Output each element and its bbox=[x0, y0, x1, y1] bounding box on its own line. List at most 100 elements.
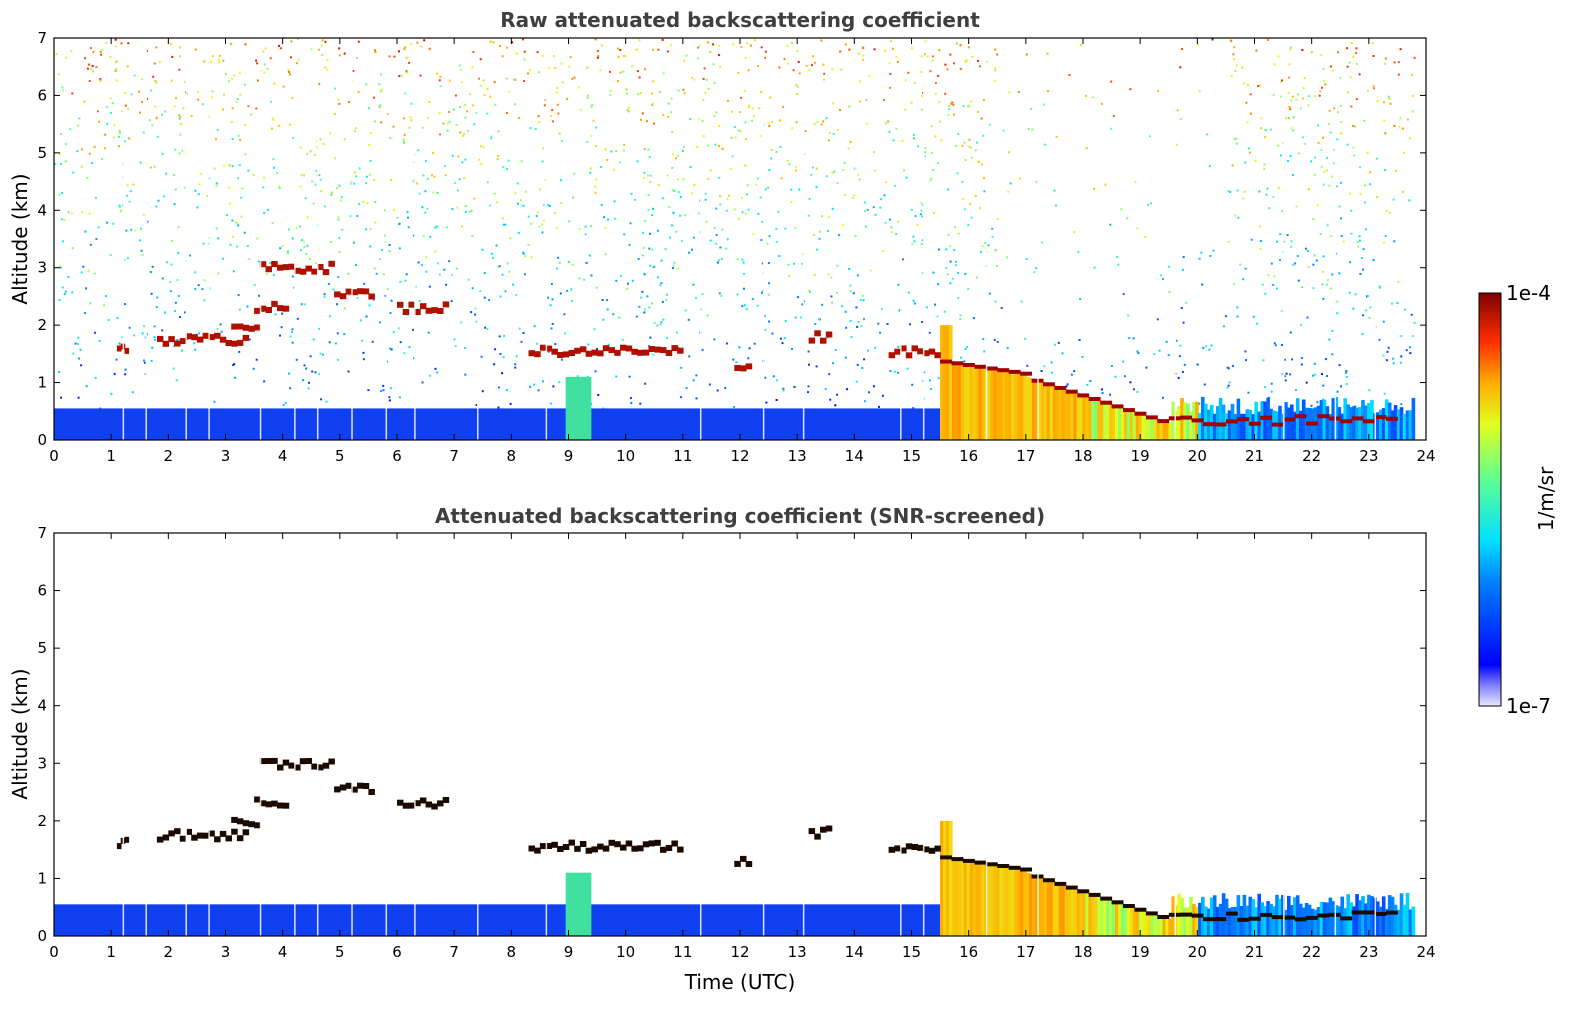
noise-point bbox=[1044, 143, 1047, 146]
noise-point bbox=[308, 381, 310, 384]
noise-point bbox=[424, 159, 427, 162]
x-tick-label: 20 bbox=[1188, 943, 1207, 961]
noise-point bbox=[497, 265, 500, 268]
noise-point bbox=[1129, 381, 1132, 384]
low-cloud-column bbox=[1100, 400, 1104, 440]
low-cloud-column bbox=[1129, 410, 1134, 440]
noise-point bbox=[514, 103, 516, 106]
noise-point bbox=[116, 317, 119, 319]
noise-point bbox=[706, 314, 709, 317]
noise-point bbox=[146, 97, 149, 100]
noise-point bbox=[697, 57, 700, 60]
x-tick-label: 14 bbox=[845, 447, 864, 465]
noise-point bbox=[583, 278, 586, 281]
noise-point bbox=[1346, 65, 1349, 68]
noise-point bbox=[937, 283, 940, 286]
noise-point bbox=[530, 256, 533, 259]
noise-point bbox=[714, 143, 717, 146]
noise-point bbox=[1410, 313, 1413, 316]
cloud-top-segment bbox=[1191, 913, 1204, 918]
cloud-layer-segment bbox=[825, 331, 833, 338]
noise-point bbox=[670, 44, 673, 47]
cloud-layer-segment bbox=[282, 802, 290, 809]
x-tick-label: 3 bbox=[221, 447, 231, 465]
noise-point bbox=[666, 174, 669, 177]
noise-point bbox=[638, 305, 641, 308]
noise-point bbox=[589, 171, 592, 174]
noise-point bbox=[1411, 335, 1414, 338]
cloud-layer-segment bbox=[820, 826, 827, 833]
x-tick-label: 16 bbox=[959, 943, 978, 961]
noise-point bbox=[141, 78, 144, 81]
noise-point bbox=[392, 331, 395, 334]
noise-point bbox=[1132, 337, 1135, 340]
noise-point bbox=[726, 197, 729, 200]
noise-point bbox=[1259, 84, 1262, 87]
noise-point bbox=[643, 171, 646, 174]
cloud-layer-segment bbox=[351, 786, 358, 793]
noise-point bbox=[157, 199, 160, 202]
noise-point bbox=[178, 68, 181, 71]
noise-point bbox=[1364, 201, 1366, 204]
cloud-layer-segment bbox=[265, 801, 272, 808]
noise-point bbox=[980, 117, 983, 120]
noise-point bbox=[770, 157, 773, 160]
noise-point bbox=[1367, 89, 1369, 92]
noise-point bbox=[1352, 56, 1355, 59]
low-cloud-column bbox=[1260, 902, 1264, 936]
cloud-top-segment bbox=[1043, 878, 1055, 883]
low-cloud-column bbox=[993, 863, 998, 936]
noise-point bbox=[493, 192, 496, 195]
noise-point bbox=[419, 74, 422, 77]
noise-point bbox=[596, 348, 599, 350]
noise-point bbox=[736, 258, 739, 261]
noise-point bbox=[892, 47, 895, 50]
cloud-layer-segment bbox=[900, 847, 907, 854]
noise-point bbox=[683, 92, 686, 95]
noise-point bbox=[1233, 58, 1236, 61]
noise-point bbox=[365, 83, 368, 86]
low-cloud-column bbox=[1376, 412, 1380, 440]
cloud-top-segment bbox=[1088, 397, 1101, 401]
noise-point bbox=[1317, 141, 1320, 144]
low-cloud-column bbox=[1174, 411, 1178, 440]
noise-point bbox=[849, 290, 852, 293]
noise-point bbox=[1323, 170, 1326, 173]
noise-point bbox=[823, 72, 826, 75]
noise-point bbox=[1325, 358, 1327, 361]
noise-point bbox=[230, 120, 233, 123]
noise-point bbox=[515, 52, 518, 55]
noise-point bbox=[737, 129, 740, 132]
low-cloud-column bbox=[1020, 371, 1024, 440]
noise-point bbox=[836, 129, 839, 132]
low-cloud-column bbox=[1361, 896, 1365, 936]
noise-point bbox=[836, 264, 839, 267]
noise-point bbox=[1348, 291, 1351, 294]
noise-point bbox=[767, 186, 770, 189]
noise-point bbox=[313, 154, 316, 157]
noise-point bbox=[338, 102, 341, 105]
noise-point bbox=[404, 279, 407, 282]
noise-point bbox=[930, 177, 933, 180]
y-tick-label: 5 bbox=[37, 639, 47, 657]
y-tick-label: 4 bbox=[37, 201, 47, 219]
x-tick-label: 15 bbox=[902, 447, 921, 465]
noise-point bbox=[446, 129, 449, 132]
noise-point bbox=[393, 55, 396, 58]
noise-point bbox=[468, 210, 471, 213]
low-cloud-column bbox=[1263, 906, 1267, 936]
noise-point bbox=[1368, 389, 1371, 392]
noise-point bbox=[480, 163, 482, 166]
noise-point bbox=[514, 192, 517, 195]
cloud-top-segment bbox=[1134, 411, 1147, 416]
noise-point bbox=[988, 292, 991, 295]
noise-point bbox=[329, 241, 332, 244]
noise-point bbox=[626, 287, 629, 290]
noise-point bbox=[1241, 66, 1244, 69]
low-cloud-column bbox=[1411, 906, 1416, 936]
noise-point bbox=[1145, 366, 1148, 369]
noise-point bbox=[863, 358, 866, 361]
noise-point bbox=[287, 372, 290, 375]
noise-point bbox=[127, 107, 130, 110]
noise-point bbox=[745, 308, 748, 310]
